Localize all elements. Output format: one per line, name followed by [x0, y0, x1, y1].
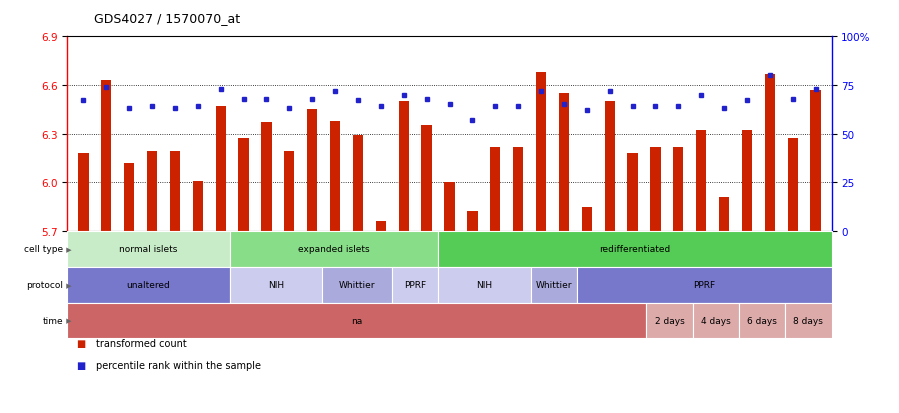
Bar: [582, 207, 592, 231]
Bar: [352, 136, 363, 231]
Text: redifferentiated: redifferentiated: [599, 244, 671, 254]
Bar: [559, 94, 569, 231]
Bar: [765, 74, 775, 231]
Bar: [262, 123, 271, 231]
Text: ■: ■: [76, 361, 85, 370]
Bar: [330, 121, 340, 231]
Bar: [490, 147, 501, 231]
Text: 2 days: 2 days: [654, 316, 684, 325]
Bar: [788, 139, 797, 231]
Bar: [536, 73, 547, 231]
Text: GDS4027 / 1570070_at: GDS4027 / 1570070_at: [94, 12, 241, 25]
Text: 8 days: 8 days: [794, 316, 823, 325]
Bar: [307, 110, 317, 231]
Bar: [742, 131, 752, 231]
Text: PPRF: PPRF: [693, 280, 716, 290]
Text: 6 days: 6 days: [747, 316, 777, 325]
Bar: [513, 147, 523, 231]
Bar: [102, 81, 111, 231]
Text: NIH: NIH: [268, 280, 284, 290]
Text: cell type: cell type: [23, 244, 63, 254]
Text: Whittier: Whittier: [339, 280, 375, 290]
Text: normal islets: normal islets: [120, 244, 178, 254]
Bar: [422, 126, 432, 231]
Text: na: na: [352, 316, 362, 325]
Bar: [604, 102, 615, 231]
Bar: [628, 154, 637, 231]
Text: time: time: [42, 316, 63, 325]
Text: transformed count: transformed count: [96, 338, 187, 348]
Bar: [124, 164, 134, 231]
Text: NIH: NIH: [476, 280, 493, 290]
Bar: [398, 102, 409, 231]
Bar: [719, 197, 729, 231]
Bar: [467, 212, 477, 231]
Bar: [216, 107, 226, 231]
Text: ▶: ▶: [64, 246, 71, 252]
Text: 4 days: 4 days: [701, 316, 731, 325]
Bar: [673, 147, 683, 231]
Text: unaltered: unaltered: [127, 280, 170, 290]
Bar: [78, 154, 89, 231]
Bar: [650, 147, 661, 231]
Text: PPRF: PPRF: [404, 280, 426, 290]
Text: protocol: protocol: [26, 280, 63, 290]
Bar: [192, 181, 203, 231]
Text: ▶: ▶: [64, 318, 71, 324]
Bar: [238, 139, 249, 231]
Text: ■: ■: [76, 338, 85, 348]
Bar: [444, 183, 455, 231]
Bar: [147, 152, 157, 231]
Bar: [810, 90, 821, 231]
Bar: [284, 152, 295, 231]
Bar: [170, 152, 180, 231]
Text: expanded islets: expanded islets: [298, 244, 369, 254]
Bar: [376, 222, 386, 231]
Text: ▶: ▶: [64, 282, 71, 288]
Text: Whittier: Whittier: [536, 280, 572, 290]
Text: percentile rank within the sample: percentile rank within the sample: [96, 361, 262, 370]
Bar: [696, 131, 707, 231]
